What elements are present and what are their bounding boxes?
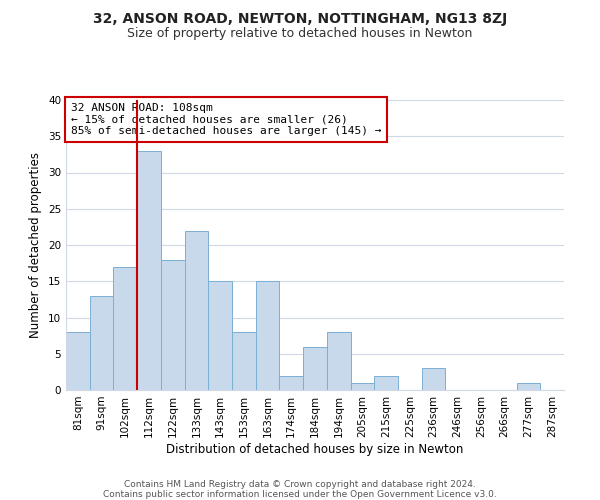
Text: 32, ANSON ROAD, NEWTON, NOTTINGHAM, NG13 8ZJ: 32, ANSON ROAD, NEWTON, NOTTINGHAM, NG13… [93, 12, 507, 26]
Bar [517, 383, 540, 390]
Text: 32 ANSON ROAD: 108sqm
← 15% of detached houses are smaller (26)
85% of semi-deta: 32 ANSON ROAD: 108sqm ← 15% of detached … [71, 103, 382, 136]
Bar [256, 281, 280, 390]
Text: Size of property relative to detached houses in Newton: Size of property relative to detached ho… [127, 28, 473, 40]
Bar [66, 332, 90, 390]
Bar [280, 376, 303, 390]
Bar [327, 332, 350, 390]
Bar [113, 267, 137, 390]
Text: Contains public sector information licensed under the Open Government Licence v3: Contains public sector information licen… [103, 490, 497, 499]
Bar [232, 332, 256, 390]
Bar [208, 281, 232, 390]
Bar [303, 346, 327, 390]
X-axis label: Distribution of detached houses by size in Newton: Distribution of detached houses by size … [166, 442, 464, 456]
Bar [161, 260, 185, 390]
Y-axis label: Number of detached properties: Number of detached properties [29, 152, 43, 338]
Bar [374, 376, 398, 390]
Bar [137, 151, 161, 390]
Bar [185, 230, 208, 390]
Bar [350, 383, 374, 390]
Text: Contains HM Land Registry data © Crown copyright and database right 2024.: Contains HM Land Registry data © Crown c… [124, 480, 476, 489]
Bar [90, 296, 113, 390]
Bar [422, 368, 445, 390]
